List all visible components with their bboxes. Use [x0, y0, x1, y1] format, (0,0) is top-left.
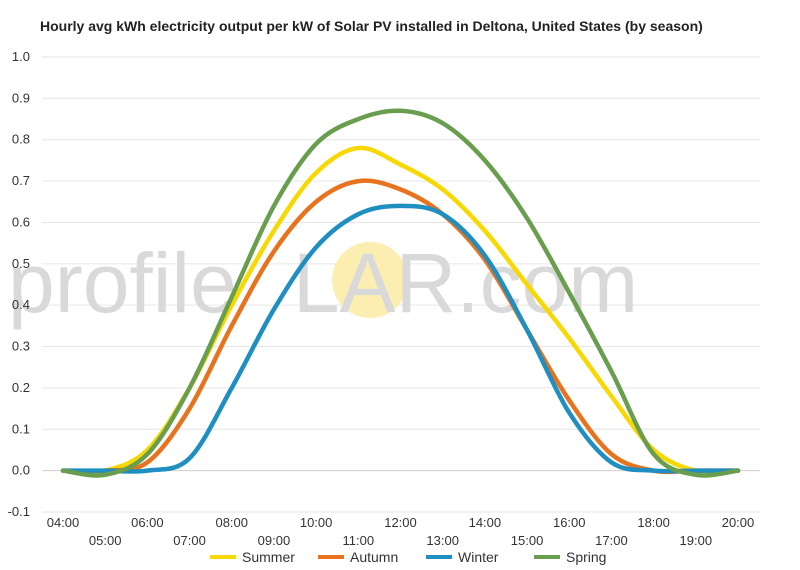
legend-swatch-autumn	[318, 555, 344, 559]
y-tick-label: 0.7	[12, 173, 30, 188]
y-tick-label: 0.0	[12, 463, 30, 478]
y-tick-label: 0.6	[12, 214, 30, 229]
legend-label-summer: Summer	[242, 549, 295, 565]
x-tick-label: 17:00	[595, 533, 628, 548]
x-tick-label: 13:00	[426, 533, 459, 548]
y-tick-label: 0.3	[12, 339, 30, 354]
y-tick-label: 0.2	[12, 380, 30, 395]
x-tick-label: 12:00	[384, 515, 417, 530]
y-tick-label: 1.0	[12, 49, 30, 64]
x-tick-label: 19:00	[680, 533, 713, 548]
x-tick-label: 04:00	[47, 515, 80, 530]
y-axis-ticks: 1.0 0.9 0.8 0.7 0.6 0.5 0.4 0.3 0.2 0.1 0.0 -0.1	[8, 49, 30, 519]
x-axis-ticks: 04:00 05:00 06:00 07:00 08:00 09:00 10:00 11:00…	[47, 515, 755, 548]
x-tick-label: 07:00	[173, 533, 206, 548]
x-tick-label: 15:00	[511, 533, 544, 548]
y-tick-label: -0.1	[8, 504, 30, 519]
y-tick-label: 0.9	[12, 90, 30, 105]
x-tick-label: 14:00	[469, 515, 502, 530]
series-line-spring	[60, 108, 741, 478]
x-tick-label: 06:00	[131, 515, 164, 530]
watermark-sun	[332, 242, 408, 318]
y-tick-label: 0.5	[12, 256, 30, 271]
x-tick-label: 08:00	[215, 515, 248, 530]
x-tick-label: 11:00	[343, 533, 375, 548]
y-tick-label: 0.8	[12, 132, 30, 147]
x-tick-label: 16:00	[553, 515, 586, 530]
legend-swatch-winter	[426, 555, 452, 559]
legend-swatch-summer	[210, 555, 236, 559]
x-tick-label: 05:00	[89, 533, 122, 548]
x-tick-label: 09:00	[258, 533, 291, 548]
series-line-autumn	[60, 178, 741, 475]
chart-title: Hourly avg kWh electricity output per kW…	[40, 18, 703, 34]
x-tick-label: 20:00	[722, 515, 755, 530]
legend-label-spring: Spring	[566, 549, 606, 565]
x-tick-label: 18:00	[637, 515, 670, 530]
legend-label-autumn: Autumn	[350, 549, 398, 565]
series-line-winter	[60, 203, 741, 474]
legend-swatch-spring	[534, 555, 560, 559]
x-tick-label: 10:00	[300, 515, 333, 530]
legend-label-winter: Winter	[458, 549, 499, 565]
y-tick-label: 0.1	[12, 421, 30, 436]
y-tick-label: 0.4	[12, 297, 30, 312]
legend: Summer Autumn Winter Spring	[210, 549, 606, 565]
series-lines	[60, 108, 741, 478]
